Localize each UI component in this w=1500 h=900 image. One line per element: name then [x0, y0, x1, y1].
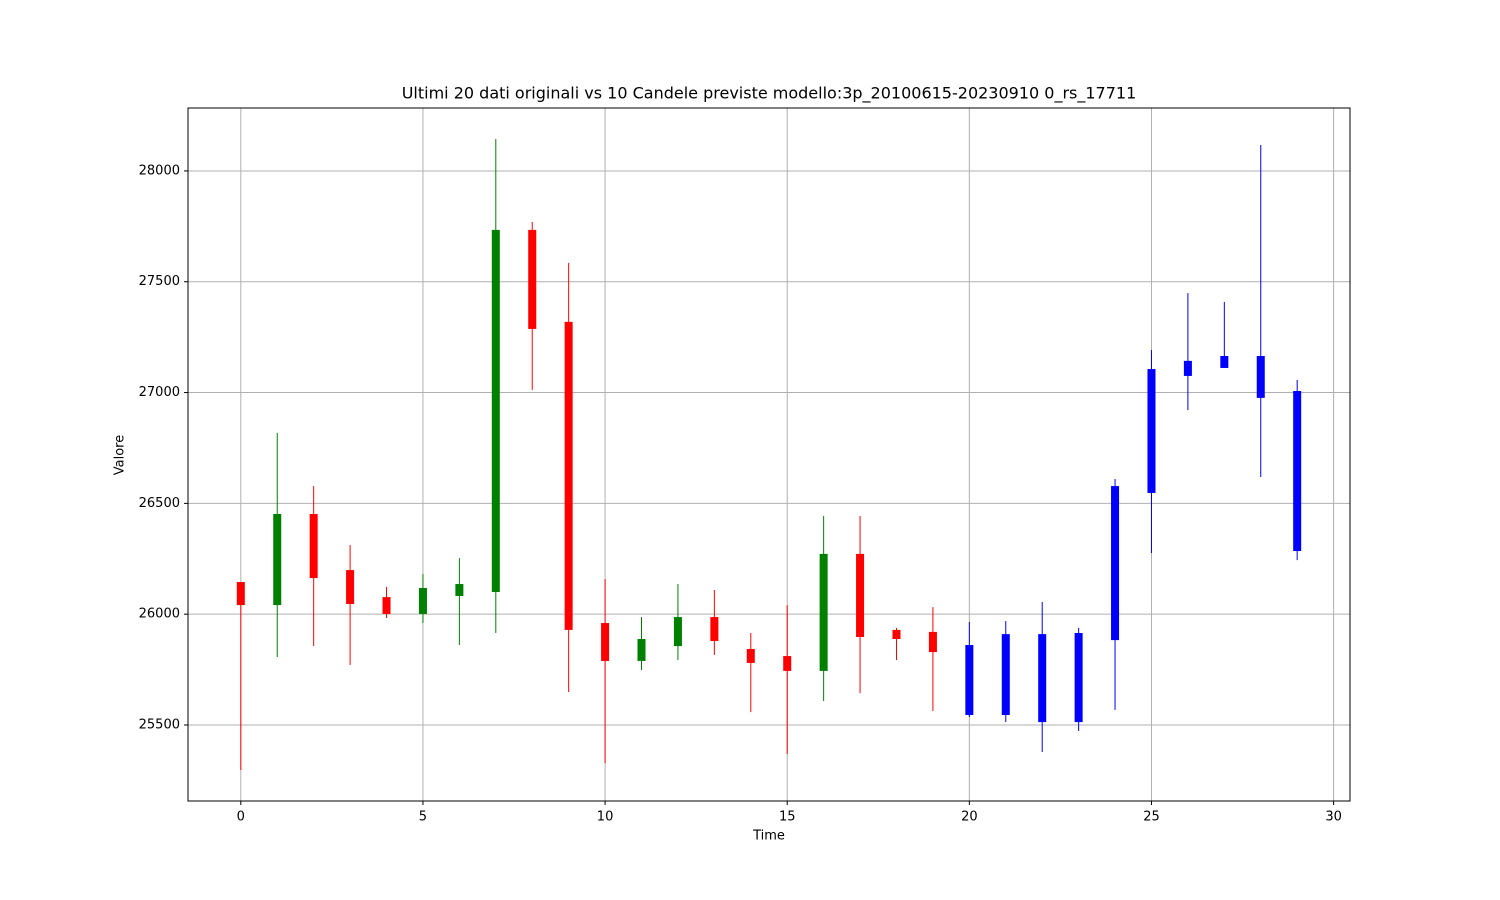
- candle-body: [1256, 355, 1265, 398]
- candle-body: [1038, 634, 1047, 723]
- x-tick-label: 10: [597, 810, 614, 825]
- candle-body: [491, 229, 500, 593]
- candle-body: [382, 597, 391, 614]
- y-tick-label: 26000: [139, 607, 180, 622]
- candle-body: [892, 629, 901, 639]
- candle-body: [637, 638, 646, 661]
- candle-body: [346, 570, 355, 604]
- candle-body: [273, 514, 282, 606]
- candle-body: [1111, 486, 1120, 641]
- candle-body: [819, 553, 828, 671]
- candle-body: [1001, 634, 1010, 716]
- candle-body: [418, 588, 427, 614]
- candle-body: [710, 617, 719, 641]
- candle-body: [856, 553, 865, 638]
- x-tick-label: 15: [779, 810, 796, 825]
- candle-body: [1220, 355, 1229, 368]
- candle-body: [455, 584, 464, 597]
- candle-body: [528, 229, 537, 329]
- candle-body: [309, 514, 318, 579]
- candle-body: [1074, 633, 1083, 723]
- x-tick-label: 25: [1143, 810, 1160, 825]
- candle-body: [1293, 391, 1302, 552]
- plot-frame: [187, 107, 1351, 802]
- candle-body: [236, 582, 245, 606]
- candle-body: [564, 321, 573, 630]
- x-tick-label: 0: [237, 810, 245, 825]
- x-tick-label: 30: [1325, 810, 1342, 825]
- y-tick-label: 28000: [139, 163, 180, 178]
- candle-body: [1183, 360, 1192, 376]
- candle-body: [965, 644, 974, 716]
- chart-title: Ultimi 20 dati originali vs 10 Candele p…: [402, 84, 1137, 104]
- candle-body: [746, 648, 755, 663]
- x-tick-label: 20: [961, 810, 978, 825]
- x-axis-label: Time: [752, 829, 785, 844]
- candle-body: [673, 617, 682, 647]
- y-tick-label: 25500: [139, 717, 180, 732]
- y-tick-label: 27000: [139, 385, 180, 400]
- candle-body: [783, 656, 792, 671]
- candle-body: [1147, 369, 1156, 493]
- y-axis-label: Valore: [113, 435, 128, 475]
- x-tick-label: 5: [419, 810, 427, 825]
- candle-body: [601, 623, 610, 661]
- y-tick-label: 27500: [139, 274, 180, 289]
- y-tick-label: 26500: [139, 496, 180, 511]
- candle-body: [928, 631, 937, 653]
